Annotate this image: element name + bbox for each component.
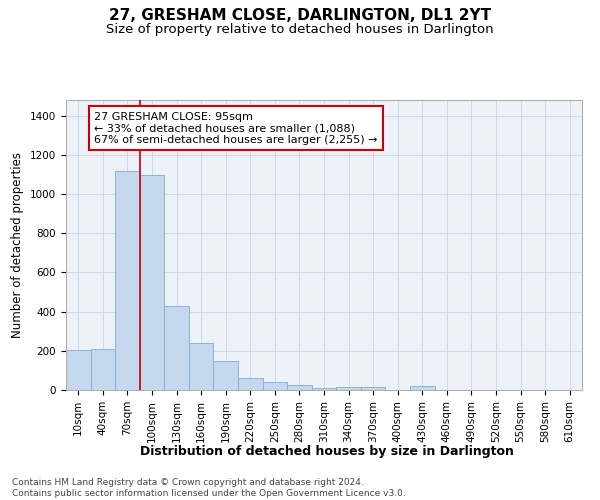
Bar [140, 176, 164, 390]
Text: Size of property relative to detached houses in Darlington: Size of property relative to detached ho… [106, 22, 494, 36]
Bar [66, 350, 91, 390]
Text: 27, GRESHAM CLOSE, DARLINGTON, DL1 2YT: 27, GRESHAM CLOSE, DARLINGTON, DL1 2YT [109, 8, 491, 22]
Bar [410, 386, 434, 390]
Bar [164, 306, 189, 390]
Text: Distribution of detached houses by size in Darlington: Distribution of detached houses by size … [140, 444, 514, 458]
Bar [91, 349, 115, 390]
Bar [263, 382, 287, 390]
Bar [336, 387, 361, 390]
Bar [361, 387, 385, 390]
Bar [238, 378, 263, 390]
Bar [287, 385, 312, 390]
Bar [214, 361, 238, 390]
Bar [312, 388, 336, 390]
Text: Contains HM Land Registry data © Crown copyright and database right 2024.
Contai: Contains HM Land Registry data © Crown c… [12, 478, 406, 498]
Y-axis label: Number of detached properties: Number of detached properties [11, 152, 25, 338]
Text: 27 GRESHAM CLOSE: 95sqm
← 33% of detached houses are smaller (1,088)
67% of semi: 27 GRESHAM CLOSE: 95sqm ← 33% of detache… [94, 112, 378, 145]
Bar [115, 170, 140, 390]
Bar [189, 343, 214, 390]
